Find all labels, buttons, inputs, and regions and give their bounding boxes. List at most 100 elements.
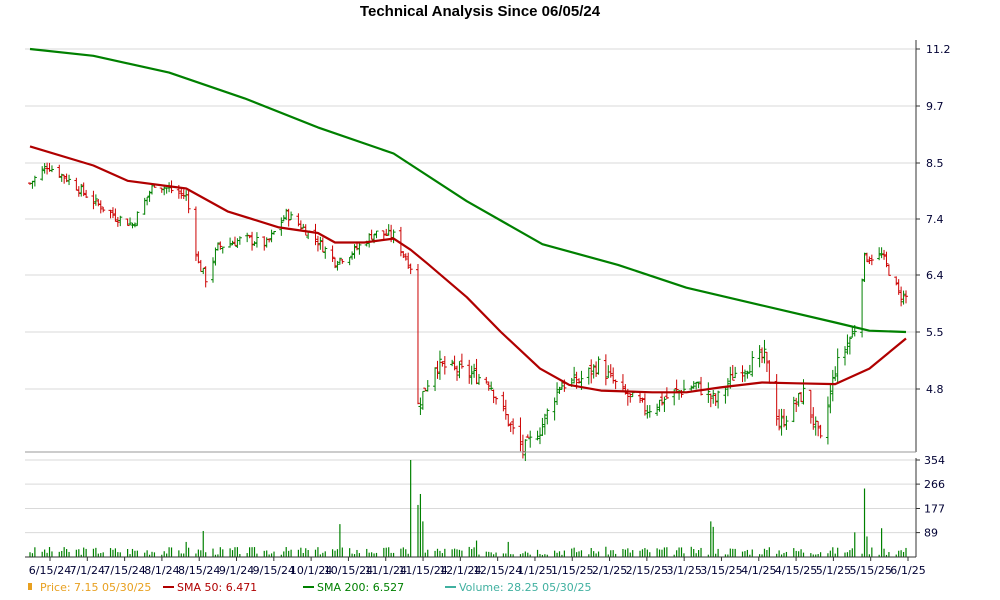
price-tick-label: 11.2 <box>926 43 951 56</box>
price-bar <box>523 439 528 462</box>
price-bar <box>237 236 242 245</box>
legend-item: Volume: 28.25 05/30/25 <box>445 581 592 594</box>
x-tick-label: 5/1/25 <box>816 564 851 577</box>
price-bar <box>415 264 420 405</box>
x-tick-label: 10/1/24 <box>290 564 332 577</box>
sma-lines <box>29 47 907 394</box>
volume-tick-label: 354 <box>924 454 945 467</box>
price-bar <box>333 257 338 269</box>
price-bar <box>272 230 277 235</box>
price-bar <box>818 424 823 439</box>
price-bar <box>235 238 240 248</box>
x-tick-label: 6/1/25 <box>890 564 925 577</box>
price-bar <box>433 367 438 392</box>
price-bar <box>32 175 37 187</box>
price-bar <box>689 385 694 391</box>
price-bar <box>733 366 738 379</box>
price-bar <box>864 252 869 263</box>
price-bar <box>708 393 713 408</box>
chart-title: Technical Analysis Since 06/05/24 <box>360 3 601 20</box>
volume-y-axis: 354 266 177 89 <box>916 454 945 540</box>
price-bar <box>535 430 540 441</box>
price-tick-label: 7.4 <box>926 213 944 226</box>
price-bar <box>552 397 557 421</box>
price-bar <box>211 257 216 283</box>
price-bar <box>681 379 686 393</box>
x-tick-label: 11/15/24 <box>398 564 447 577</box>
price-bar <box>659 392 664 406</box>
price-bar <box>791 396 796 423</box>
price-y-axis: 11.2 9.7 8.5 7.4 6.4 5.5 4.8 <box>916 43 951 396</box>
price-bar <box>489 381 494 391</box>
price-bar <box>472 363 477 378</box>
price-bar <box>437 350 442 380</box>
price-bar <box>603 354 608 386</box>
price-bar <box>779 408 784 436</box>
price-bar <box>794 397 799 412</box>
volume-tick-label: 177 <box>924 503 945 516</box>
price-tick-label: 5.5 <box>926 326 944 339</box>
price-bar <box>442 356 447 375</box>
price-bar <box>591 364 596 379</box>
price-bar <box>828 383 833 414</box>
price-bar <box>784 415 789 430</box>
volume-tick-label: 89 <box>924 527 938 540</box>
x-tick-label: 8/1/24 <box>144 564 179 577</box>
price-bar <box>511 418 516 435</box>
sma-50-line <box>29 145 907 394</box>
price-bar <box>501 391 506 412</box>
legend: Price: 7.15 05/30/25 SMA 50: 6.471 SMA 200… <box>28 581 592 594</box>
price-bar <box>716 390 721 409</box>
price-bar <box>418 397 423 415</box>
price-bar <box>557 386 562 394</box>
price-bar <box>115 216 120 227</box>
price-bar <box>298 220 303 231</box>
price-bar <box>594 361 599 377</box>
price-bar <box>647 405 652 418</box>
x-tick-label: 7/15/24 <box>103 564 145 577</box>
price-bar <box>808 389 813 424</box>
price-bar <box>691 381 696 389</box>
price-bar <box>401 251 406 258</box>
x-tick-label: 2/15/25 <box>626 564 668 577</box>
price-bar <box>59 173 64 182</box>
price-bar <box>757 345 762 368</box>
x-tick-label: 4/1/25 <box>741 564 776 577</box>
price-bar <box>181 189 186 200</box>
price-bar <box>869 254 874 266</box>
price-tick-label: 4.8 <box>926 383 944 396</box>
legend-label: SMA 200: 6.527 <box>317 581 404 594</box>
price-bar <box>577 378 582 384</box>
price-bar <box>745 370 750 379</box>
price-bar <box>742 369 747 382</box>
legend-item: Price: 7.15 05/30/25 <box>28 581 151 594</box>
price-bar <box>218 241 223 250</box>
price-bar <box>469 365 474 385</box>
price-bar <box>335 260 340 271</box>
x-tick-label: 12/1/24 <box>439 564 481 577</box>
price-bar <box>767 360 772 384</box>
price-bar <box>76 186 81 197</box>
price-bar <box>518 417 523 452</box>
volume-grid <box>25 459 916 534</box>
price-bar <box>596 356 601 375</box>
price-bar <box>696 381 701 389</box>
x-axis: 6/15/247/1/247/15/248/1/248/15/249/1/249… <box>29 557 926 577</box>
price-bar <box>350 251 355 260</box>
price-bar <box>198 259 203 272</box>
price-bar <box>494 396 499 405</box>
price-bar <box>730 364 735 381</box>
price-bar <box>91 190 96 210</box>
price-bar <box>318 236 323 250</box>
price-bar <box>642 393 647 416</box>
price-bar <box>435 360 440 379</box>
price-bar <box>352 244 357 259</box>
price-bar <box>201 268 206 275</box>
price-bar <box>403 253 408 261</box>
price-bar <box>816 420 821 437</box>
price-bar <box>147 190 152 202</box>
price-bar <box>186 189 191 214</box>
price-bar <box>474 358 479 385</box>
